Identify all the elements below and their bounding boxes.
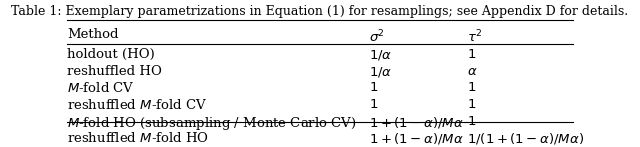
Text: reshuffled $M$-fold CV: reshuffled $M$-fold CV (67, 98, 207, 112)
Text: $M$-fold HO (subsampling / Monte Carlo CV): $M$-fold HO (subsampling / Monte Carlo C… (67, 115, 356, 132)
Text: Method: Method (67, 29, 118, 41)
Text: $1/\alpha$: $1/\alpha$ (369, 48, 392, 62)
Text: $1+(1-\alpha)/M\alpha$: $1+(1-\alpha)/M\alpha$ (369, 131, 464, 146)
Text: $1/(1+(1-\alpha)/M\alpha)$: $1/(1+(1-\alpha)/M\alpha)$ (467, 131, 584, 146)
Text: $\sigma^2$: $\sigma^2$ (369, 29, 385, 45)
Text: $1/\alpha$: $1/\alpha$ (369, 65, 392, 79)
Text: $1$: $1$ (467, 48, 476, 61)
Text: reshuffled $M$-fold HO: reshuffled $M$-fold HO (67, 131, 209, 145)
Text: reshuffled HO: reshuffled HO (67, 65, 162, 78)
Text: $1$: $1$ (369, 81, 378, 94)
Text: holdout (HO): holdout (HO) (67, 48, 155, 61)
Text: $1$: $1$ (369, 98, 378, 111)
Text: $1+(1-\alpha)/M\alpha$: $1+(1-\alpha)/M\alpha$ (369, 115, 464, 130)
Text: $M$-fold CV: $M$-fold CV (67, 81, 135, 95)
Text: Table 1: Exemplary parametrizations in Equation (1) for resamplings; see Appendi: Table 1: Exemplary parametrizations in E… (12, 5, 628, 18)
Text: $\alpha$: $\alpha$ (467, 65, 477, 78)
Text: $1$: $1$ (467, 81, 476, 94)
Text: $1$: $1$ (467, 98, 476, 111)
Text: $1$: $1$ (467, 115, 476, 128)
Text: $\tau^2$: $\tau^2$ (467, 29, 483, 45)
